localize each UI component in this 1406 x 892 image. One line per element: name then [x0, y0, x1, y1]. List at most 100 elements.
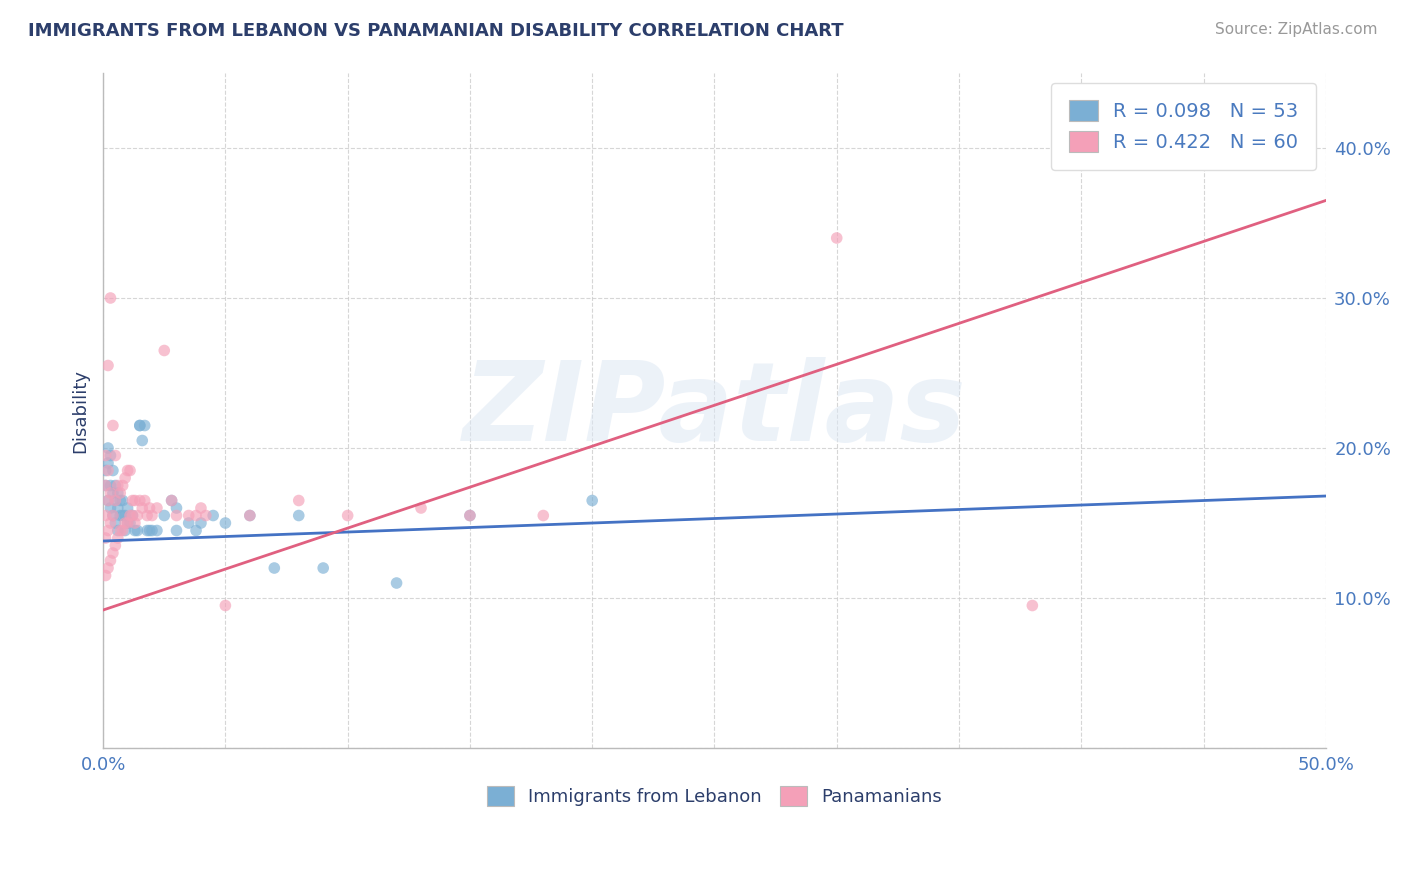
- Point: [94, 531, 117, 545]
- Point: [101, 508, 124, 523]
- Point: [101, 486, 124, 500]
- Point: [287, 493, 309, 508]
- Point: [458, 508, 481, 523]
- Point: [97, 524, 120, 538]
- Point: [138, 524, 160, 538]
- Point: [134, 493, 156, 508]
- Point: [94, 508, 117, 523]
- Point: [287, 508, 309, 523]
- Point: [110, 493, 132, 508]
- Point: [153, 343, 176, 358]
- Point: [107, 486, 129, 500]
- Point: [111, 493, 134, 508]
- Point: [118, 508, 141, 523]
- Point: [136, 508, 159, 523]
- Point: [177, 516, 200, 530]
- Point: [184, 508, 207, 523]
- Point: [97, 463, 120, 477]
- Point: [160, 493, 183, 508]
- Legend: Immigrants from Lebanon, Panamanians: Immigrants from Lebanon, Panamanians: [479, 779, 949, 814]
- Point: [97, 493, 120, 508]
- Point: [107, 531, 129, 545]
- Point: [110, 508, 132, 523]
- Point: [127, 508, 149, 523]
- Point: [166, 524, 188, 538]
- Point: [104, 478, 127, 492]
- Point: [124, 524, 146, 538]
- Point: [97, 441, 120, 455]
- Point: [214, 599, 236, 613]
- Point: [118, 516, 141, 530]
- Point: [121, 508, 143, 523]
- Point: [104, 493, 127, 508]
- Point: [118, 463, 141, 477]
- Point: [94, 478, 117, 492]
- Point: [166, 508, 188, 523]
- Point: [202, 508, 225, 523]
- Point: [94, 449, 117, 463]
- Point: [131, 434, 153, 448]
- Point: [100, 516, 122, 530]
- Point: [141, 508, 163, 523]
- Point: [141, 524, 163, 538]
- Point: [94, 463, 117, 477]
- Point: [97, 561, 120, 575]
- Point: [111, 524, 134, 538]
- Point: [166, 501, 188, 516]
- Point: [136, 524, 159, 538]
- Point: [239, 508, 262, 523]
- Point: [97, 493, 120, 508]
- Point: [101, 418, 124, 433]
- Point: [100, 501, 122, 516]
- Point: [146, 524, 169, 538]
- Point: [101, 508, 124, 523]
- Point: [121, 493, 143, 508]
- Point: [100, 486, 122, 500]
- Point: [110, 524, 132, 538]
- Point: [111, 478, 134, 492]
- Point: [184, 524, 207, 538]
- Point: [100, 478, 122, 492]
- Point: [312, 561, 335, 575]
- Point: [104, 449, 127, 463]
- Point: [239, 508, 262, 523]
- Point: [194, 508, 217, 523]
- Y-axis label: Disability: Disability: [72, 368, 89, 452]
- Point: [114, 508, 136, 523]
- Point: [825, 231, 848, 245]
- Point: [581, 493, 603, 508]
- Point: [336, 508, 359, 523]
- Point: [128, 493, 150, 508]
- Point: [127, 524, 149, 538]
- Point: [100, 291, 122, 305]
- Point: [190, 501, 212, 516]
- Point: [94, 568, 117, 582]
- Point: [409, 501, 432, 516]
- Point: [110, 486, 132, 500]
- Point: [100, 553, 122, 567]
- Point: [385, 576, 408, 591]
- Text: Source: ZipAtlas.com: Source: ZipAtlas.com: [1215, 22, 1378, 37]
- Point: [124, 493, 146, 508]
- Point: [153, 508, 176, 523]
- Point: [458, 508, 481, 523]
- Point: [100, 449, 122, 463]
- Point: [107, 501, 129, 516]
- Point: [97, 359, 120, 373]
- Point: [128, 418, 150, 433]
- Point: [114, 471, 136, 485]
- Point: [121, 508, 143, 523]
- Point: [97, 456, 120, 470]
- Point: [263, 561, 285, 575]
- Point: [160, 493, 183, 508]
- Point: [107, 478, 129, 492]
- Point: [1021, 599, 1043, 613]
- Point: [134, 418, 156, 433]
- Text: ZIPatlas: ZIPatlas: [463, 357, 966, 464]
- Point: [104, 493, 127, 508]
- Point: [117, 516, 139, 530]
- Point: [94, 478, 117, 492]
- Point: [104, 539, 127, 553]
- Point: [124, 516, 146, 530]
- Point: [117, 463, 139, 477]
